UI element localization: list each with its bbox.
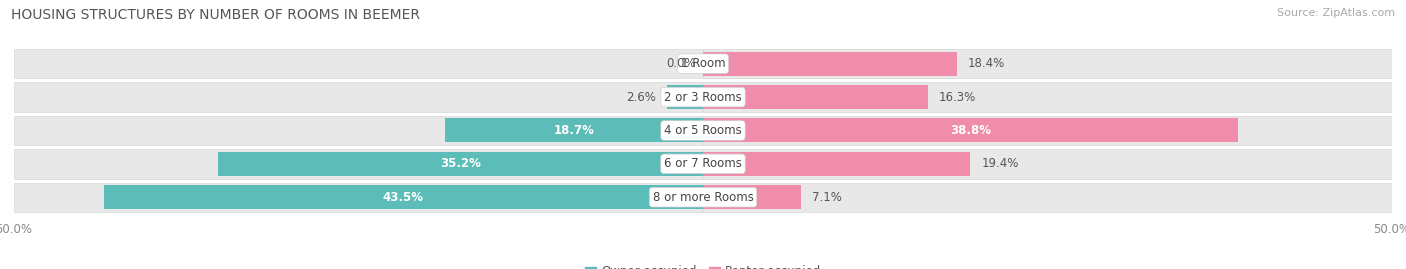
Text: 4 or 5 Rooms: 4 or 5 Rooms <box>664 124 742 137</box>
Bar <box>14 49 703 78</box>
Text: HOUSING STRUCTURES BY NUMBER OF ROOMS IN BEEMER: HOUSING STRUCTURES BY NUMBER OF ROOMS IN… <box>11 8 420 22</box>
Text: 2 or 3 Rooms: 2 or 3 Rooms <box>664 91 742 104</box>
Text: 43.5%: 43.5% <box>382 191 423 204</box>
Legend: Owner-occupied, Renter-occupied: Owner-occupied, Renter-occupied <box>579 261 827 269</box>
Bar <box>218 152 703 176</box>
Bar <box>14 82 703 112</box>
Bar <box>703 118 1237 143</box>
Bar <box>703 52 956 76</box>
Text: 19.4%: 19.4% <box>981 157 1019 170</box>
Text: 38.8%: 38.8% <box>950 124 991 137</box>
Bar <box>14 116 703 145</box>
Text: 1 Room: 1 Room <box>681 57 725 70</box>
Bar <box>703 149 1392 179</box>
Bar <box>14 183 703 212</box>
Text: 7.1%: 7.1% <box>811 191 842 204</box>
Text: 18.4%: 18.4% <box>967 57 1005 70</box>
Text: 35.2%: 35.2% <box>440 157 481 170</box>
Bar <box>703 183 1392 212</box>
Bar <box>703 152 970 176</box>
Bar <box>703 116 1392 145</box>
Text: 18.7%: 18.7% <box>554 124 595 137</box>
Text: 16.3%: 16.3% <box>939 91 976 104</box>
Text: 0.0%: 0.0% <box>666 57 696 70</box>
Bar <box>703 85 928 109</box>
Bar <box>668 85 703 109</box>
Bar <box>446 118 703 143</box>
Bar <box>104 185 703 209</box>
Bar <box>14 149 703 179</box>
Bar <box>703 82 1392 112</box>
Text: 8 or more Rooms: 8 or more Rooms <box>652 191 754 204</box>
Bar <box>703 49 1392 78</box>
Text: 6 or 7 Rooms: 6 or 7 Rooms <box>664 157 742 170</box>
Text: 2.6%: 2.6% <box>626 91 657 104</box>
Bar <box>703 185 801 209</box>
Text: Source: ZipAtlas.com: Source: ZipAtlas.com <box>1277 8 1395 18</box>
